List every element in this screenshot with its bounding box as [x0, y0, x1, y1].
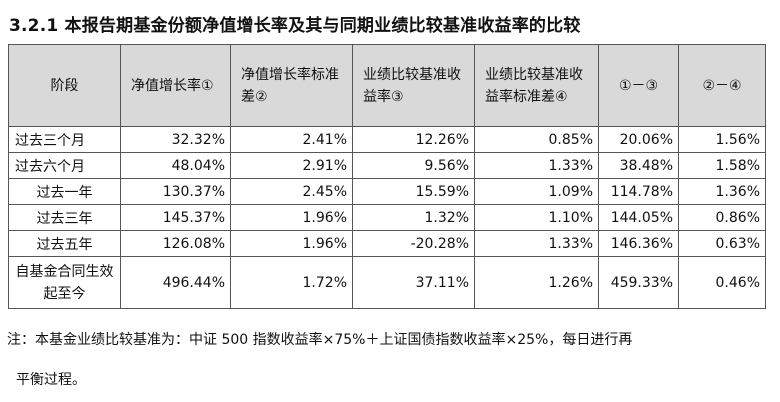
value-cell: 9.56% — [352, 152, 475, 179]
value-cell: 2.41% — [230, 126, 353, 153]
section-title: 3.2.1 本报告期基金份额净值增长率及其与同期业绩比较基准收益率的比较 — [9, 16, 581, 36]
value-cell: 145.37% — [120, 204, 231, 231]
value-cell: 130.37% — [120, 178, 231, 205]
value-cell: 459.33% — [598, 256, 679, 309]
value-cell: 48.04% — [120, 152, 231, 179]
value-cell: 1.72% — [230, 256, 353, 309]
value-cell: 496.44% — [120, 256, 231, 309]
header-nav-growth-std: 净值增长率标准差② — [230, 44, 353, 127]
header-nav-growth: 净值增长率① — [120, 44, 231, 127]
header-diff-1-3: ①－③ — [598, 44, 679, 127]
value-cell: 2.45% — [230, 178, 353, 205]
footnote-line-2: 平衡过程。 — [16, 372, 86, 388]
value-cell: 0.86% — [678, 204, 766, 231]
value-cell: 2.91% — [230, 152, 353, 179]
value-cell: 126.08% — [120, 230, 231, 257]
value-cell: 1.09% — [474, 178, 599, 205]
value-cell: 1.10% — [474, 204, 599, 231]
value-cell: 146.36% — [598, 230, 679, 257]
value-cell: 1.33% — [474, 230, 599, 257]
value-cell: 144.05% — [598, 204, 679, 231]
header-period: 阶段 — [8, 44, 121, 127]
value-cell: 1.56% — [678, 126, 766, 153]
period-cell: 自基金合同生效起至今 — [8, 256, 121, 309]
footnote-line-1: 注：本基金业绩比较基准为：中证 500 指数收益率×75%＋上证国债指数收益率×… — [7, 332, 633, 348]
value-cell: 1.96% — [230, 204, 353, 231]
value-cell: 15.59% — [352, 178, 475, 205]
value-cell: 1.36% — [678, 178, 766, 205]
value-cell: 1.33% — [474, 152, 599, 179]
table-header-row: 阶段 净值增长率① 净值增长率标准差② 业绩比较基准收益率③ 业绩比较基准收益率… — [8, 44, 766, 127]
period-cell: 过去三年 — [8, 204, 121, 231]
table-row: 过去五年 126.08% 1.96% -20.28% 1.33% 146.36%… — [8, 230, 766, 257]
value-cell: -20.28% — [352, 230, 475, 257]
value-cell: 32.32% — [120, 126, 231, 153]
table-row: 过去三个月 32.32% 2.41% 12.26% 0.85% 20.06% 1… — [8, 126, 766, 153]
value-cell: 0.85% — [474, 126, 599, 153]
value-cell: 20.06% — [598, 126, 679, 153]
period-cell: 过去五年 — [8, 230, 121, 257]
performance-comparison-table: 阶段 净值增长率① 净值增长率标准差② 业绩比较基准收益率③ 业绩比较基准收益率… — [8, 44, 766, 309]
table-row: 过去三年 145.37% 1.96% 1.32% 1.10% 144.05% 0… — [8, 204, 766, 231]
header-diff-2-4: ②－④ — [678, 44, 766, 127]
period-cell: 过去三个月 — [8, 126, 121, 153]
header-benchmark-return: 业绩比较基准收益率③ — [352, 44, 475, 127]
period-cell: 过去六个月 — [8, 152, 121, 179]
table-row: 过去一年 130.37% 2.45% 15.59% 1.09% 114.78% … — [8, 178, 766, 205]
value-cell: 12.26% — [352, 126, 475, 153]
value-cell: 1.96% — [230, 230, 353, 257]
value-cell: 37.11% — [352, 256, 475, 309]
value-cell: 1.58% — [678, 152, 766, 179]
value-cell: 0.63% — [678, 230, 766, 257]
value-cell: 1.32% — [352, 204, 475, 231]
value-cell: 38.48% — [598, 152, 679, 179]
table-row: 自基金合同生效起至今 496.44% 1.72% 37.11% 1.26% 45… — [8, 256, 766, 309]
value-cell: 0.46% — [678, 256, 766, 309]
table-row: 过去六个月 48.04% 2.91% 9.56% 1.33% 38.48% 1.… — [8, 152, 766, 179]
value-cell: 114.78% — [598, 178, 679, 205]
period-cell: 过去一年 — [8, 178, 121, 205]
header-benchmark-std: 业绩比较基准收益率标准差④ — [474, 44, 599, 127]
value-cell: 1.26% — [474, 256, 599, 309]
